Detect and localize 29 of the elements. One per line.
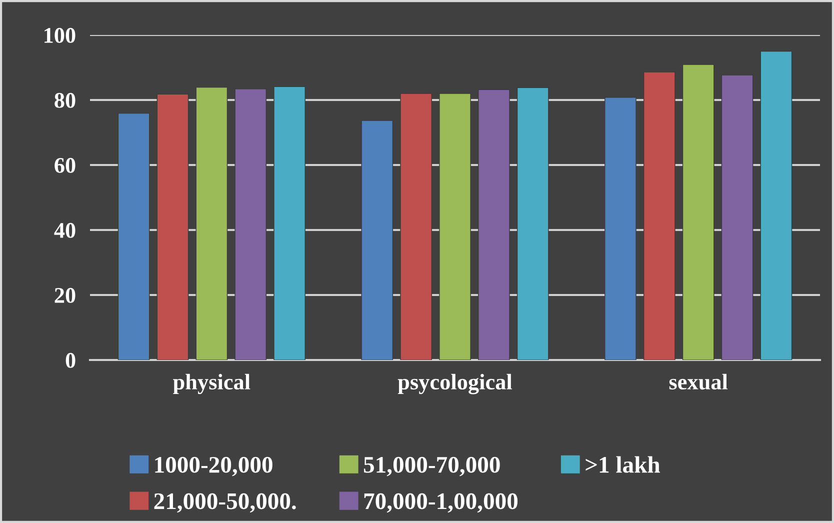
legend-label: 21,000-50,000.: [154, 493, 296, 513]
bar: [274, 86, 306, 360]
bar: [118, 112, 150, 360]
bar: [196, 86, 228, 360]
y-tick-label: 80: [54, 92, 76, 108]
bar: [682, 64, 714, 360]
y-tick-label: 100: [44, 28, 76, 43]
legend-label: >1 lakh: [586, 456, 660, 473]
legend-label: 70,000-1,00,000: [364, 493, 518, 513]
y-tick-label: 40: [54, 222, 76, 238]
bar: [760, 50, 792, 360]
bar: [234, 88, 267, 360]
bar: [721, 74, 754, 360]
bar: [400, 93, 432, 360]
legend-label: 51,000-70,000: [364, 456, 500, 476]
x-tick-label: sexual: [669, 374, 728, 390]
legend-label: 1000-20,000: [155, 456, 272, 476]
bar: [604, 97, 636, 360]
bar: [361, 120, 394, 360]
x-tick-label: psycological: [398, 374, 512, 394]
bar: [156, 94, 189, 360]
y-tick-label: 60: [54, 158, 76, 173]
bar: [478, 89, 510, 360]
x-tick-label: physical: [173, 374, 250, 394]
bar: [643, 72, 676, 360]
y-tick-label: 20: [54, 288, 76, 303]
bar: [439, 93, 471, 360]
y-tick-label: 0: [66, 352, 76, 368]
bar: [516, 87, 549, 360]
